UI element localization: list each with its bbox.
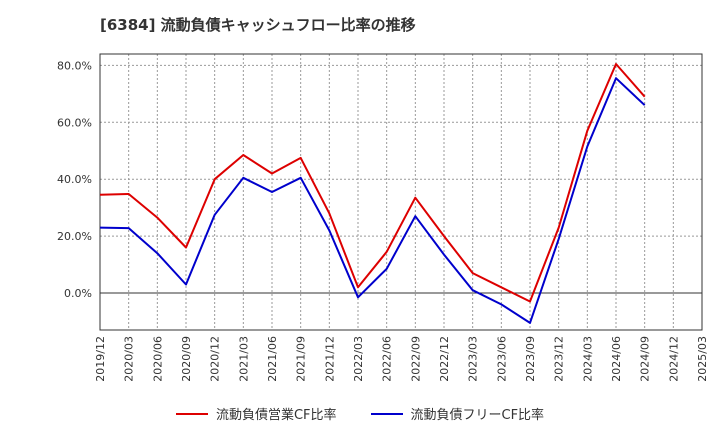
x-tick-label: 2021/03 — [237, 336, 250, 382]
plot-frame — [99, 53, 703, 331]
x-tick-label: 2022/06 — [381, 336, 394, 382]
series-layer — [99, 63, 646, 324]
y-tick-labels: 0.0% 20.0% 40.0% 60.0% 80.0% — [57, 59, 92, 300]
x-tick-label: 2024/06 — [610, 336, 623, 382]
series-line-1 — [99, 77, 646, 324]
x-tick-label: 2022/09 — [409, 336, 422, 382]
legend-label-operating: 流動負債営業CF比率 — [215, 408, 337, 423]
axis-layer — [99, 53, 703, 331]
x-tick-label: 2023/06 — [495, 336, 508, 382]
legend: 流動負債営業CF比率 流動負債フリーCF比率 — [0, 404, 720, 423]
x-tick-label: 2025/03 — [696, 336, 709, 382]
x-tick-label: 2023/09 — [524, 336, 537, 382]
x-tick-label: 2024/12 — [667, 336, 680, 382]
x-tick-label: 2023/12 — [553, 336, 566, 382]
x-tick-label: 2019/12 — [94, 336, 107, 382]
legend-swatch-free — [370, 412, 403, 415]
series-line-0 — [99, 63, 646, 303]
x-tick-label: 2024/09 — [639, 336, 652, 382]
legend-swatch-operating — [175, 412, 208, 415]
x-tick-label: 2022/03 — [352, 336, 365, 382]
y-tick-label: 40.0% — [57, 173, 92, 186]
y-tick-label: 20.0% — [57, 230, 92, 243]
legend-item-free: 流動負債フリーCF比率 — [370, 404, 545, 423]
x-tick-label: 2022/12 — [438, 336, 451, 382]
x-tick-label: 2023/03 — [467, 336, 480, 382]
x-tick-label: 2024/03 — [581, 336, 594, 382]
chart-svg: 0.0%20.0%40.0%60.0%80.0% 2019/12 2020/03 2… — [57, 53, 709, 382]
x-tick-label: 2021/09 — [295, 336, 308, 382]
y-tick-label: 0.0% — [64, 287, 92, 300]
x-tick-labels: 2019/12 2020/03 2020/06 2020/09 2020/12 2021/… — [94, 336, 709, 382]
y-tick-label: 60.0% — [57, 116, 92, 129]
x-tick-label: 2020/09 — [180, 336, 193, 382]
legend-label-free: 流動負債フリーCF比率 — [410, 408, 545, 423]
legend-item-operating: 流動負債営業CF比率 — [175, 404, 337, 423]
chart-title: [6384] 流動負債キャッシュフロー比率の推移 — [100, 16, 416, 34]
x-tick-label: 2021/12 — [323, 336, 336, 382]
plot-area — [100, 54, 702, 330]
y-tick-label: 80.0% — [57, 59, 92, 72]
x-tick-label: 2020/12 — [209, 336, 222, 382]
x-tick-label: 2020/03 — [123, 336, 136, 382]
x-tick-label: 2020/06 — [151, 336, 164, 382]
x-tick-label: 2021/06 — [266, 336, 279, 382]
